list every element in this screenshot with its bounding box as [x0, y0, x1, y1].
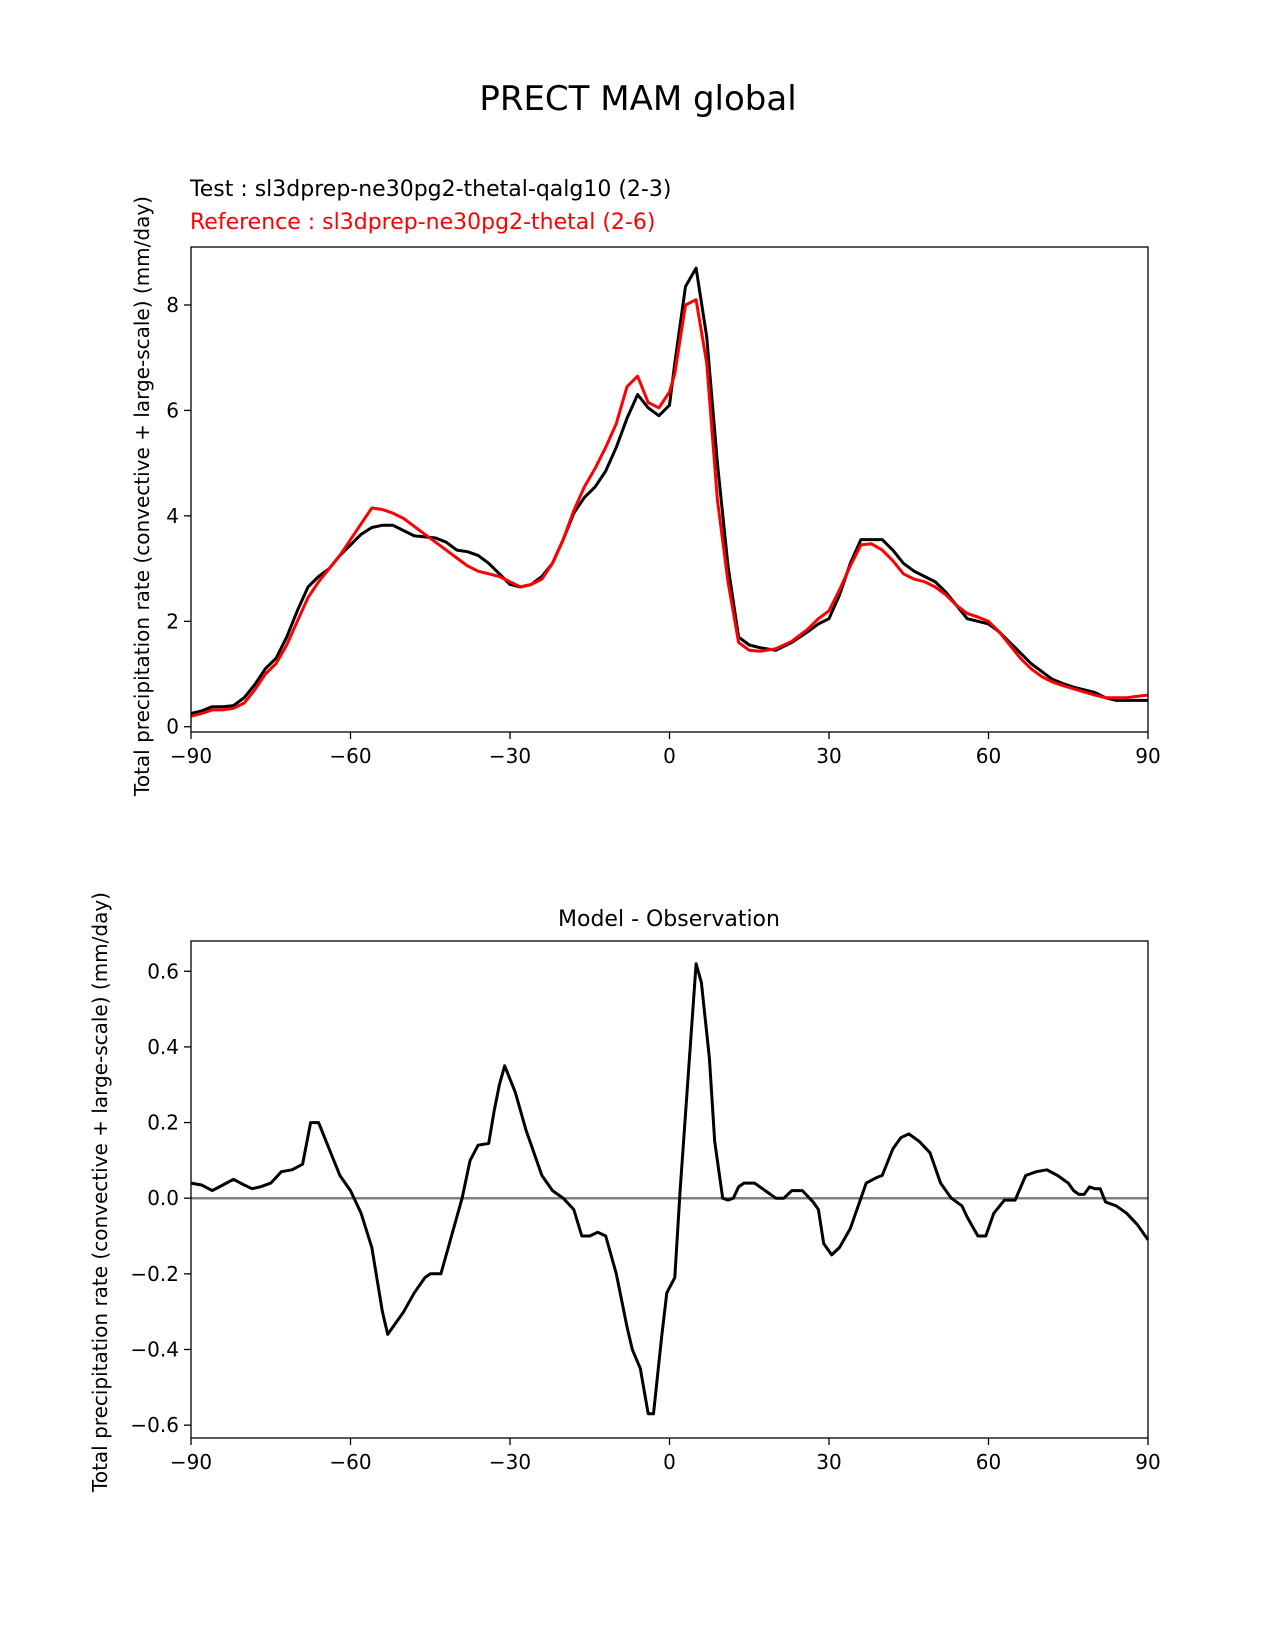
y-tick-label: 0.4	[147, 1035, 179, 1059]
x-tick-label: 60	[976, 1450, 1001, 1474]
bottom-x-ticks: −90 −60 −30 0 30 60 90	[170, 1438, 1161, 1474]
bottom-plot-frame	[190, 940, 1149, 1439]
bottom-chart-title: Model - Observation	[558, 907, 780, 932]
top-x-ticks: −90 −60 −30 0 30 60 90	[170, 732, 1161, 768]
bottom-y-ticks: −0.6 −0.4 −0.2 0.0 0.2 0.4 0.6	[130, 959, 191, 1437]
x-tick-label: 60	[976, 744, 1001, 768]
y-tick-label: 8	[166, 293, 179, 317]
top-y-axis-label: Total precipitation rate (convective + l…	[130, 196, 154, 797]
y-tick-label: 0.6	[147, 959, 179, 983]
x-tick-label: −30	[489, 744, 531, 768]
x-tick-label: 0	[663, 1450, 676, 1474]
y-tick-label: 0.2	[147, 1111, 179, 1135]
y-tick-label: 0.0	[147, 1186, 179, 1210]
top-series-lines	[190, 266, 1149, 718]
x-tick-label: 0	[663, 744, 676, 768]
reference-series-line	[190, 298, 1149, 718]
x-tick-label: 90	[1135, 744, 1160, 768]
precip-comparison-chart: Test : sl3dprep-ne30pg2-thetal-qalg10 (2…	[130, 177, 1161, 797]
y-tick-label: −0.6	[130, 1413, 179, 1437]
x-tick-label: 30	[816, 744, 841, 768]
top-plot-frame	[190, 246, 1149, 733]
test-series-line	[190, 266, 1148, 715]
bottom-y-axis-label: Total precipitation rate (convective + l…	[88, 892, 112, 1493]
reference-label: Reference : sl3dprep-ne30pg2-thetal (2-6…	[190, 210, 655, 235]
bottom-series-lines	[190, 962, 1150, 1416]
diff-series-line	[190, 962, 1150, 1416]
x-tick-label: −60	[329, 744, 371, 768]
x-tick-label: −90	[170, 1450, 212, 1474]
y-tick-label: −0.2	[130, 1262, 179, 1286]
x-tick-label: 90	[1135, 1450, 1160, 1474]
y-tick-label: 4	[166, 504, 179, 528]
x-tick-label: −30	[489, 1450, 531, 1474]
y-tick-label: 6	[166, 398, 179, 422]
test-label: Test : sl3dprep-ne30pg2-thetal-qalg10 (2…	[189, 177, 671, 202]
y-tick-label: 2	[166, 609, 179, 633]
model-minus-observation-chart: Model - Observation Total precipitation …	[88, 892, 1161, 1493]
top-y-ticks: 0 2 4 6 8	[166, 293, 191, 739]
x-tick-label: −60	[329, 1450, 371, 1474]
y-tick-label: −0.4	[130, 1337, 179, 1361]
x-tick-label: 30	[816, 1450, 841, 1474]
x-tick-label: −90	[170, 744, 212, 768]
figure-title: PRECT MAM global	[479, 79, 796, 119]
y-tick-label: 0	[166, 715, 179, 739]
